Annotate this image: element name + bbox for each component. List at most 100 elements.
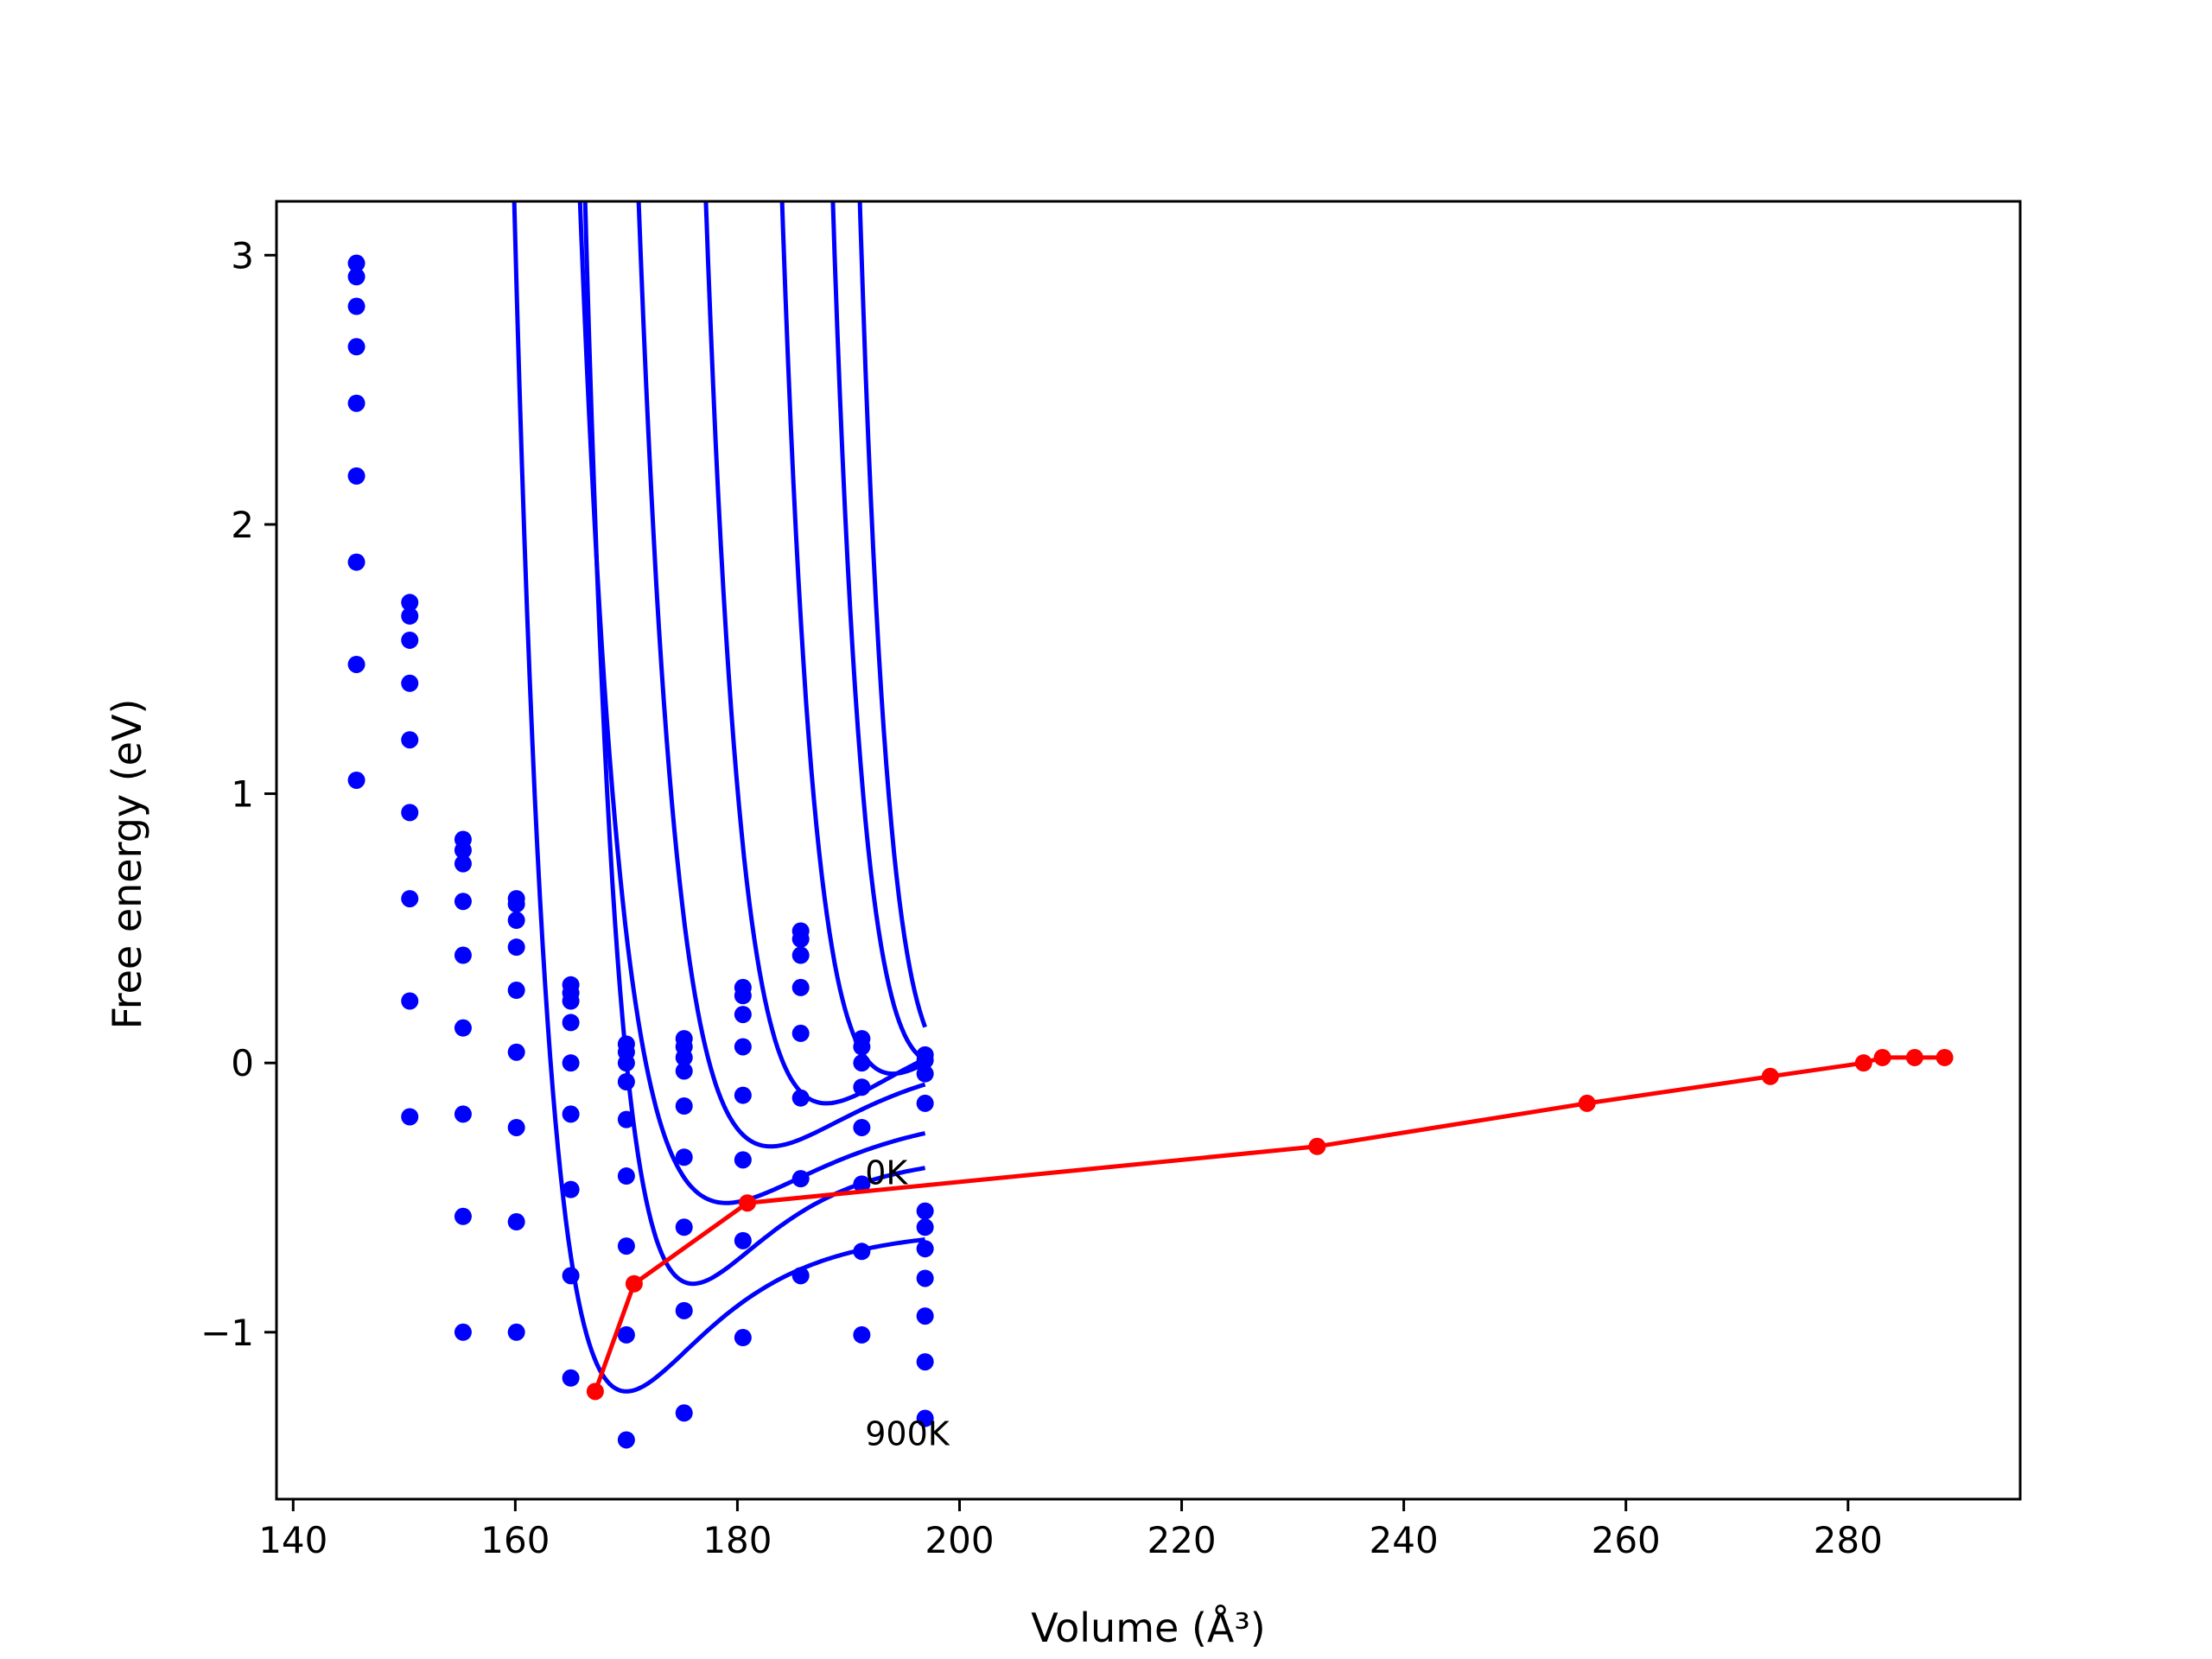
isotherm-point-9-4	[507, 1323, 525, 1341]
x-tick-label: 220	[1147, 1519, 1216, 1561]
y-tick-label: 0	[231, 1042, 254, 1084]
isotherm-point-8-4	[507, 1213, 525, 1231]
isotherm-point-4-1	[347, 338, 365, 356]
annotations: 0K 900K	[865, 1154, 950, 1452]
minimum-path-line	[593, 1055, 1945, 1393]
isotherm-point-7-7	[675, 1218, 693, 1236]
isotherm-point-10-11	[916, 1353, 934, 1371]
isotherm-point-2-1	[347, 268, 365, 286]
isotherm-point-3-6	[617, 1054, 635, 1072]
isotherm-point-7-1	[347, 553, 365, 571]
x-tick-label: 180	[702, 1519, 772, 1561]
isotherm-point-5-11	[916, 1202, 934, 1220]
isotherm-point-9-1	[347, 771, 365, 789]
isotherm-point-8-7	[675, 1301, 693, 1319]
isotherm-point-6-5	[562, 1105, 580, 1123]
minimum-path-point-1	[586, 1382, 604, 1401]
isotherm-point-5-8	[734, 1086, 752, 1104]
isotherm-curve-6	[577, 201, 926, 1205]
x-tick-label: 200	[925, 1519, 994, 1561]
isotherm-point-8-1	[347, 655, 365, 673]
isotherm-point-3-4	[507, 912, 525, 930]
isotherm-point-3-5	[562, 992, 580, 1010]
isotherm-point-9-6	[617, 1431, 635, 1449]
isotherm-curve-8	[512, 201, 925, 1394]
isotherm-point-4-2	[401, 674, 419, 692]
isotherm-point-8-11	[916, 1269, 934, 1287]
isotherm-point-5-3	[454, 946, 472, 964]
x-tick-label: 140	[258, 1519, 327, 1561]
minimum-path-point-7	[1854, 1054, 1872, 1072]
isotherm-point-3-3	[454, 855, 472, 873]
isotherm-point-7-11	[916, 1240, 934, 1258]
minimum-path-point-6	[1761, 1067, 1779, 1085]
isotherm-point-9-7	[675, 1404, 693, 1422]
isotherm-point-5-6	[617, 1110, 635, 1128]
isotherm-point-8-2	[401, 992, 419, 1010]
isotherm-point-5-5	[562, 1054, 580, 1072]
isotherm-point-4-7	[675, 1062, 693, 1080]
isotherm-curve-3	[779, 201, 926, 1077]
isotherm-point-5-9	[791, 1024, 810, 1042]
isotherm-point-9-3	[454, 1323, 472, 1341]
isotherm-point-8-3	[454, 1207, 472, 1225]
isotherm-point-8-8	[734, 1329, 752, 1347]
y-tick-label: −1	[200, 1312, 254, 1354]
minimum-path-point-10	[1936, 1048, 1954, 1066]
isotherm-point-1-2	[401, 594, 419, 612]
isotherm-curve-4	[703, 201, 926, 1106]
isotherm-point-4-5	[562, 1014, 580, 1032]
minimum-path-point-4	[1308, 1137, 1326, 1155]
isotherm-point-4-3	[454, 893, 472, 911]
isotherm-point-7-8	[734, 1231, 752, 1249]
isotherm-point-6-11	[916, 1218, 934, 1236]
isotherm-point-8-9	[791, 1267, 810, 1285]
x-axis-ticks: 140 160 180 200 220 240 260 280	[258, 1499, 1883, 1561]
isotherm-point-4-6	[617, 1072, 635, 1090]
isotherm-point-8-10	[853, 1325, 871, 1344]
isotherm-point-4-9	[791, 978, 810, 996]
isotherm-point-5-1	[347, 394, 365, 412]
isotherm-point-4-10	[853, 1078, 871, 1096]
isotherm-point-6-2	[401, 804, 419, 822]
minimum-path-point-8	[1873, 1048, 1891, 1066]
isotherm-point-4-4	[507, 938, 525, 957]
isotherm-point-2-3	[454, 842, 472, 859]
isotherm-curve-5	[636, 201, 926, 1149]
isotherm-point-2-11	[916, 1052, 934, 1070]
isotherm-point-3-10	[853, 1054, 871, 1072]
isotherm-point-11-11	[916, 1409, 934, 1427]
minimum-path-point-2	[625, 1274, 643, 1293]
isotherm-point-9-5	[562, 1369, 580, 1387]
isotherm-point-5-10	[853, 1118, 871, 1136]
y-tick-label: 1	[231, 773, 254, 816]
isotherm-point-6-10	[853, 1175, 871, 1193]
isotherm-point-5-4	[507, 982, 525, 1000]
isotherm-point-8-5	[562, 1267, 580, 1285]
isotherm-point-6-9	[791, 1089, 810, 1107]
x-tick-label: 260	[1592, 1519, 1661, 1561]
isotherm-point-8-6	[617, 1325, 635, 1344]
isotherm-point-7-2	[401, 890, 419, 908]
minimum-path-point-9	[1905, 1048, 1923, 1066]
annotation-label: 900K	[865, 1415, 950, 1453]
isotherm-point-6-1	[347, 467, 365, 485]
isotherm-point-2-9	[791, 930, 810, 948]
minimum-path-point-3	[738, 1194, 756, 1212]
isotherm-point-2-4	[507, 895, 525, 913]
isotherm-point-3-11	[916, 1065, 934, 1083]
y-tick-label: 2	[231, 504, 254, 546]
isotherm-point-2-2	[401, 607, 419, 625]
isotherm-point-6-7	[675, 1148, 693, 1166]
isotherm-point-3-9	[791, 946, 810, 964]
x-tick-label: 160	[480, 1519, 550, 1561]
isotherm-point-7-5	[562, 1180, 580, 1198]
isotherm-point-3-8	[734, 1006, 752, 1024]
isotherm-point-7-10	[853, 1243, 871, 1261]
isotherm-point-6-3	[454, 1019, 472, 1037]
isotherm-point-5-2	[401, 731, 419, 749]
isotherm-point-6-4	[507, 1043, 525, 1061]
y-tick-label: 3	[231, 234, 254, 276]
isotherm-point-3-1	[347, 297, 365, 315]
isotherm-point-9-2	[401, 1108, 419, 1126]
